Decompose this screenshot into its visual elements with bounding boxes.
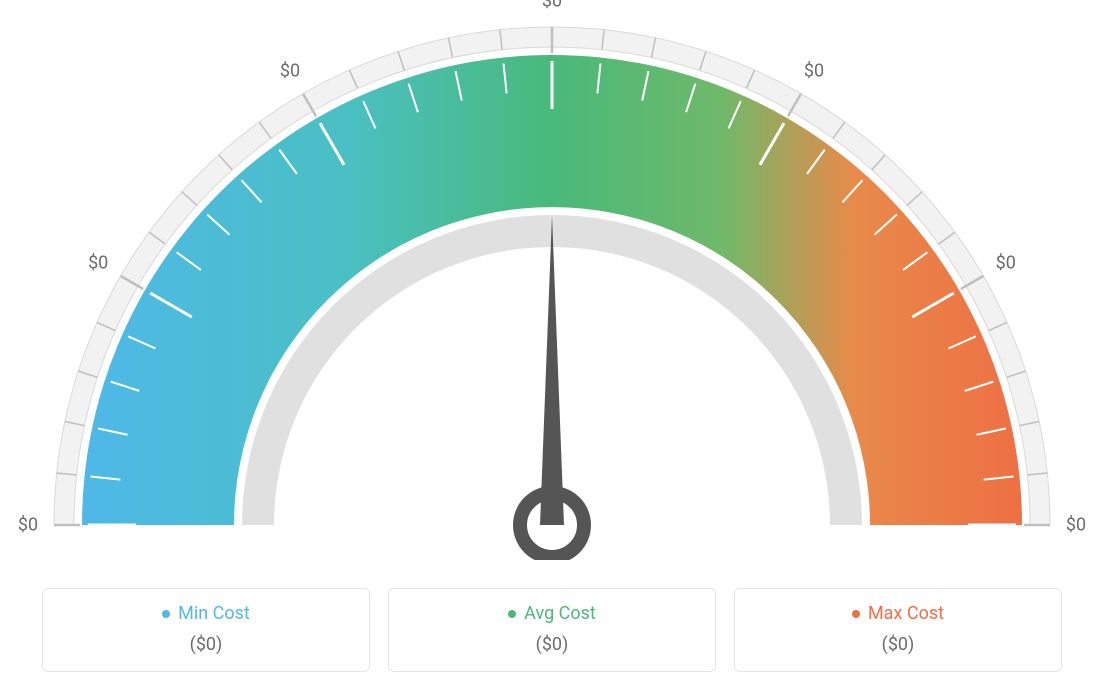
legend-value-min: ($0) <box>53 634 359 655</box>
legend-card-min: Min Cost ($0) <box>42 588 370 673</box>
legend-label-max: Max Cost <box>868 603 944 624</box>
gauge-tick-label: $0 <box>804 61 824 82</box>
legend-card-avg: Avg Cost ($0) <box>388 588 716 673</box>
legend-value-max: ($0) <box>745 634 1051 655</box>
cost-gauge-widget: $0 $0 $0 $0 $0 $0 $0 Min Cost ($0) Avg Cost ($… <box>0 0 1104 690</box>
legend-label-min: Min Cost <box>178 603 250 624</box>
gauge-tick-label: $0 <box>280 61 300 82</box>
legend-dot-max <box>852 610 860 618</box>
gauge-tick-label: $0 <box>996 253 1016 274</box>
legend-value-avg: ($0) <box>399 634 705 655</box>
legend-title-max: Max Cost <box>852 603 944 624</box>
legend-title-avg: Avg Cost <box>508 603 596 624</box>
gauge-tick-label: $0 <box>88 253 108 274</box>
legend-label-avg: Avg Cost <box>524 603 596 624</box>
legend-title-min: Min Cost <box>162 603 250 624</box>
gauge-tick-label: $0 <box>1066 515 1086 536</box>
legend-dot-avg <box>508 610 516 618</box>
legend-row: Min Cost ($0) Avg Cost ($0) Max Cost ($0… <box>42 588 1062 673</box>
gauge-tick-label: $0 <box>542 0 562 12</box>
legend-card-max: Max Cost ($0) <box>734 588 1062 673</box>
legend-dot-min <box>162 610 170 618</box>
gauge-chart: $0 $0 $0 $0 $0 $0 $0 <box>0 0 1104 560</box>
gauge-tick-label: $0 <box>18 515 38 536</box>
